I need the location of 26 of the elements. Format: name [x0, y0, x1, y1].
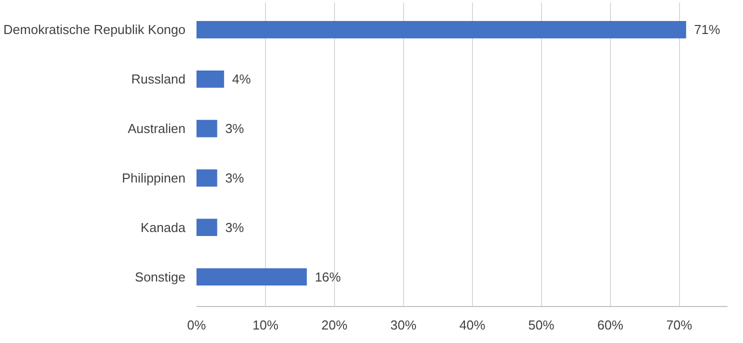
x-tick-label: 0%: [187, 318, 206, 332]
data-label: 16%: [314, 269, 342, 284]
bar: [196, 218, 218, 236]
y-tick-label: Kanada: [140, 220, 186, 235]
x-tick-label: 20%: [321, 318, 348, 332]
x-tick-label: 60%: [597, 318, 624, 332]
bar: [196, 70, 224, 88]
y-tick-label: Australien: [128, 121, 186, 136]
bar: [196, 268, 307, 286]
y-tick-label: Philippinen: [122, 170, 186, 186]
data-label: 3%: [225, 170, 244, 186]
x-tick-label: 40%: [459, 318, 486, 332]
data-label: 3%: [225, 220, 244, 235]
x-tick-label: 10%: [252, 318, 279, 332]
data-label: 3%: [225, 121, 244, 136]
x-tick-label: 70%: [666, 318, 693, 332]
x-tick-label: 30%: [390, 318, 417, 332]
bar: [196, 169, 218, 187]
data-label: 4%: [232, 72, 252, 87]
x-tick-label: 50%: [528, 318, 555, 332]
bar: [196, 21, 686, 38]
y-tick-label: Sonstige: [134, 269, 186, 284]
y-tick-label: Demokratische Republik Kongo: [3, 22, 186, 38]
y-tick-label: Russland: [131, 72, 186, 87]
bar: [196, 120, 218, 138]
data-label: 71%: [694, 22, 721, 38]
